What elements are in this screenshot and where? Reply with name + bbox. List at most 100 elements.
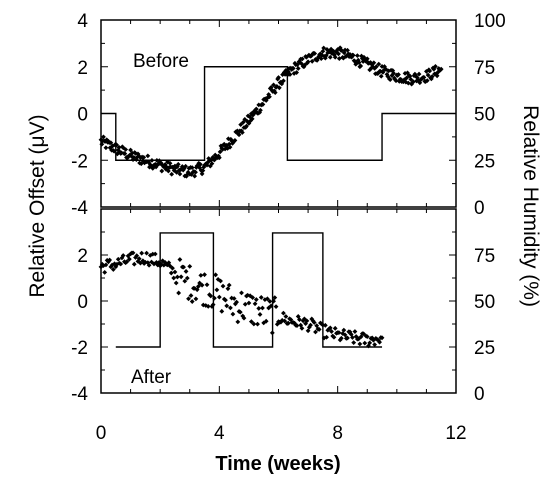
after-offset-point xyxy=(203,303,209,308)
after-offset-point xyxy=(124,259,130,265)
after-offset-point xyxy=(224,303,230,309)
x-tick-label: 0 xyxy=(96,423,107,444)
after-offset-point xyxy=(105,259,111,265)
before-offset-point xyxy=(407,73,413,79)
before-offset-point xyxy=(204,162,210,168)
after-offset-point xyxy=(165,262,170,268)
before-offset-point xyxy=(433,64,438,69)
before-offset-point xyxy=(358,63,364,69)
y-tick-label: 0 xyxy=(77,292,88,313)
before-offset-point xyxy=(135,151,141,157)
after-offset-point xyxy=(140,258,146,264)
y-tick-label: 4 xyxy=(77,11,88,32)
before-offset-point xyxy=(108,140,114,146)
before-offset-point xyxy=(123,147,129,152)
before-offset-point xyxy=(195,163,201,169)
before-offset-point xyxy=(216,155,222,161)
before-offset-point xyxy=(98,137,104,143)
after-offset-point xyxy=(195,284,201,289)
after-offset-point xyxy=(182,278,188,284)
before-offset-point xyxy=(350,52,356,58)
after-offset-point xyxy=(282,318,288,324)
after-offset-point xyxy=(265,296,270,302)
before-offset-point xyxy=(238,122,244,128)
before-offset-point xyxy=(427,68,433,74)
before-offset-point xyxy=(433,71,439,77)
before-offset-point xyxy=(236,132,242,138)
before-offset-point xyxy=(336,51,341,57)
before-offset-point xyxy=(359,53,364,59)
after-offset-point xyxy=(273,304,279,310)
before-offset-point xyxy=(258,107,263,113)
before-offset-point xyxy=(175,161,181,167)
before-offset-point xyxy=(114,142,120,148)
before-offset-point xyxy=(159,168,165,174)
after-offset-point xyxy=(214,287,220,293)
before-offset-point xyxy=(308,53,314,59)
before-offset-point xyxy=(322,55,328,61)
before-offset-point xyxy=(384,71,390,77)
before-offset-point xyxy=(410,79,416,85)
after-offset-point xyxy=(285,320,291,326)
before-offset-point xyxy=(276,85,282,91)
after-offset-point xyxy=(246,300,252,306)
before-offset-point xyxy=(235,128,240,134)
after-offset-point xyxy=(144,250,150,256)
before-offset-point xyxy=(381,68,387,73)
after-offset-point xyxy=(202,272,207,278)
after-panel-label: After xyxy=(131,367,172,388)
after-offset-point xyxy=(204,282,210,288)
after-offset-point xyxy=(369,335,375,341)
before-offset-point xyxy=(431,66,437,72)
before-offset-point xyxy=(403,79,409,85)
before-offset-point xyxy=(130,157,136,162)
after-offset-point xyxy=(136,256,142,262)
before-offset-point xyxy=(146,159,152,165)
before-offset-point xyxy=(226,141,232,147)
after-offset-point xyxy=(142,259,148,265)
after-offset-point xyxy=(175,274,180,280)
after-offset-point xyxy=(188,293,194,298)
before-offset-point xyxy=(201,164,207,170)
before-offset-point xyxy=(248,111,254,117)
before-offset-point xyxy=(267,94,272,100)
y-tick-label: -2 xyxy=(71,338,88,359)
after-offset-point xyxy=(268,303,274,309)
before-offset-point xyxy=(209,161,215,167)
before-offset-point xyxy=(318,51,323,57)
before-offset-point xyxy=(165,168,171,174)
after-offset-point xyxy=(181,264,186,270)
before-offset-point xyxy=(408,76,414,82)
before-offset-point xyxy=(281,78,286,84)
after-offset-point xyxy=(322,322,328,328)
after-offset-point xyxy=(297,317,302,322)
after-offset-point xyxy=(336,330,342,335)
after-offset-point xyxy=(367,340,373,346)
after-offset-point xyxy=(170,265,175,271)
before-offset-point xyxy=(119,150,124,156)
after-offset-point xyxy=(118,261,124,267)
after-offset-point xyxy=(316,327,322,332)
y-tick-label: 2 xyxy=(77,58,88,79)
after-offset-point xyxy=(156,260,162,265)
before-offset-point xyxy=(189,165,195,170)
after-offset-point xyxy=(186,296,191,302)
before-offset-point xyxy=(378,73,384,79)
before-offset-point xyxy=(252,110,258,116)
y-axis-title-right: Relative Humidity (%) xyxy=(519,105,542,307)
before-offset-point xyxy=(239,128,244,134)
after-offset-point xyxy=(375,337,381,343)
before-offset-point xyxy=(294,70,299,75)
after-offset-point xyxy=(157,263,163,269)
after-panel-frame xyxy=(100,208,457,394)
before-offset-point xyxy=(287,72,293,77)
before-offset-point xyxy=(169,171,175,177)
before-offset-point xyxy=(175,164,180,169)
before-offset-point xyxy=(104,137,110,143)
after-offset-point xyxy=(102,269,108,275)
before-offset-point xyxy=(200,168,206,174)
after-offset-point xyxy=(226,282,232,288)
before-offset-point xyxy=(304,54,309,60)
before-offset-point xyxy=(116,145,122,150)
